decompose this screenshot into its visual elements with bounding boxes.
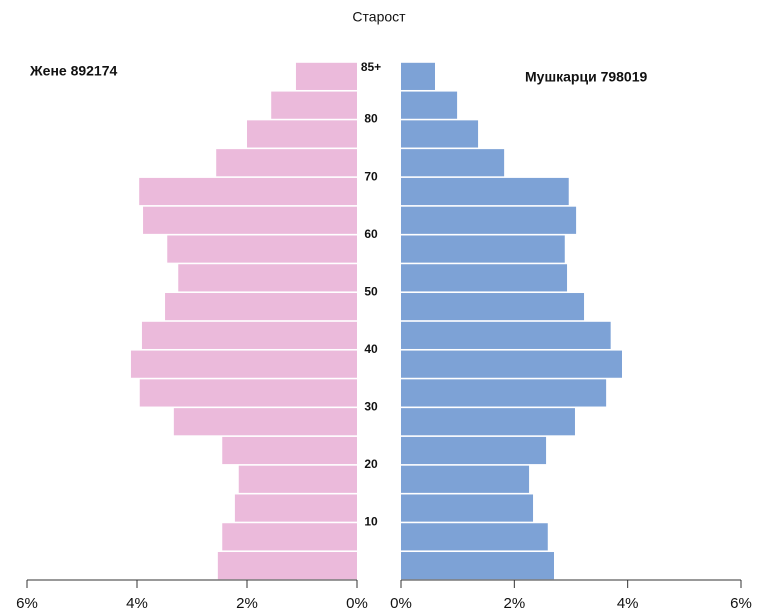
bar: [130, 350, 357, 378]
bar: [217, 552, 357, 580]
x-tick-label: 4%: [617, 595, 639, 612]
bar: [401, 177, 569, 206]
y-tick-label: 20: [364, 457, 378, 471]
bar: [165, 293, 357, 321]
bar: [216, 149, 357, 177]
x-tick-label: 0%: [346, 595, 368, 612]
bar: [238, 465, 357, 493]
y-tick-label: 50: [364, 284, 378, 298]
bar: [173, 408, 357, 436]
x-tick-label: 2%: [503, 595, 525, 612]
bar: [139, 379, 357, 407]
bar: [401, 408, 575, 436]
bar: [401, 264, 568, 292]
bar: [222, 523, 357, 551]
bar: [178, 264, 357, 292]
bar: [167, 235, 357, 263]
bar: [401, 206, 577, 234]
bar: [401, 321, 611, 349]
bar: [401, 149, 505, 177]
x-tick-label: 6%: [16, 595, 38, 612]
legend-label: Мушкарци 798019: [525, 69, 647, 85]
y-tick-label: 70: [364, 169, 378, 183]
bar: [234, 494, 357, 522]
bar: [401, 552, 554, 580]
chart-title: Старост: [352, 9, 406, 25]
y-tick-label: 30: [364, 400, 378, 414]
y-tick-label: 60: [364, 227, 378, 241]
bar: [401, 293, 585, 321]
bar: [139, 177, 357, 206]
bar: [295, 62, 357, 90]
y-tick-label: 80: [364, 112, 378, 126]
y-tick-label: 85+: [361, 60, 381, 74]
bar: [401, 235, 565, 263]
bar: [401, 62, 435, 90]
y-tick-label: 40: [364, 342, 378, 356]
x-tick-label: 6%: [730, 595, 752, 612]
bar: [401, 523, 548, 551]
bar: [401, 91, 458, 119]
bar: [401, 350, 622, 378]
bar: [401, 494, 534, 522]
x-tick-label: 4%: [126, 595, 148, 612]
bar: [143, 206, 357, 234]
bar: [401, 436, 547, 465]
bar: [401, 379, 607, 407]
legend-label: Жене 892174: [29, 63, 118, 79]
bar: [141, 321, 357, 349]
x-tick-label: 0%: [390, 595, 412, 612]
x-tick-label: 2%: [236, 595, 258, 612]
y-tick-label: 10: [364, 515, 378, 529]
bar: [222, 436, 357, 465]
bar: [271, 91, 357, 119]
bar: [401, 120, 479, 148]
bar: [247, 120, 357, 148]
bar: [401, 465, 530, 493]
